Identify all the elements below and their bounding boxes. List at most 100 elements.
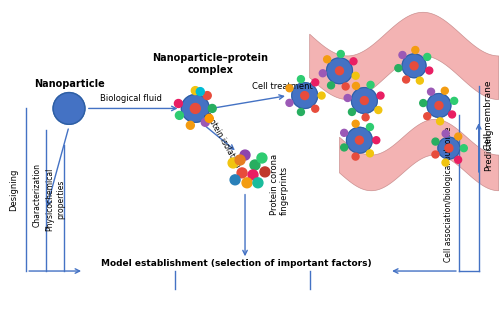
Circle shape (250, 160, 260, 170)
Circle shape (442, 130, 449, 137)
Circle shape (424, 53, 430, 60)
Circle shape (424, 113, 430, 120)
Circle shape (348, 108, 356, 116)
Circle shape (324, 56, 330, 63)
Circle shape (320, 70, 326, 77)
Circle shape (366, 150, 374, 157)
Circle shape (373, 137, 380, 144)
Circle shape (438, 137, 460, 159)
Circle shape (196, 88, 204, 96)
Text: Nanoparticle: Nanoparticle (34, 79, 104, 89)
Circle shape (318, 92, 325, 99)
Circle shape (352, 153, 359, 160)
Circle shape (420, 100, 426, 107)
Circle shape (292, 83, 318, 108)
Circle shape (342, 83, 349, 90)
Circle shape (412, 46, 419, 53)
Circle shape (300, 92, 308, 100)
Circle shape (402, 76, 409, 83)
Text: Characterization: Characterization (32, 163, 42, 227)
Circle shape (436, 118, 444, 125)
Circle shape (352, 83, 360, 89)
Polygon shape (340, 119, 498, 191)
Circle shape (235, 155, 245, 165)
Circle shape (432, 138, 439, 145)
Circle shape (377, 92, 384, 99)
Circle shape (286, 85, 293, 92)
Circle shape (427, 93, 451, 117)
Circle shape (174, 100, 182, 108)
Circle shape (312, 105, 318, 112)
Circle shape (202, 118, 209, 126)
Circle shape (435, 101, 443, 109)
Circle shape (242, 178, 252, 188)
Circle shape (428, 88, 434, 95)
Circle shape (340, 129, 347, 136)
Circle shape (248, 170, 258, 180)
Text: Cell membrane: Cell membrane (484, 81, 493, 150)
Circle shape (445, 144, 453, 152)
Text: Biological fluid: Biological fluid (100, 93, 162, 102)
Circle shape (367, 81, 374, 88)
Circle shape (442, 87, 448, 94)
Circle shape (399, 52, 406, 59)
Text: Designing: Designing (9, 169, 18, 211)
Circle shape (53, 92, 85, 124)
Circle shape (350, 58, 357, 65)
Circle shape (402, 54, 426, 78)
Circle shape (352, 88, 378, 113)
Circle shape (448, 111, 456, 118)
Text: Predicting: Predicting (484, 129, 493, 171)
Circle shape (442, 159, 449, 166)
Circle shape (375, 107, 382, 114)
Circle shape (344, 94, 351, 101)
Circle shape (312, 79, 318, 86)
Circle shape (228, 158, 238, 168)
Circle shape (257, 153, 267, 163)
Text: Cell association/biological outcome: Cell association/biological outcome (444, 127, 454, 262)
Circle shape (416, 77, 424, 84)
Circle shape (366, 124, 374, 131)
Circle shape (352, 72, 359, 79)
Text: Nanoparticle–protein
complex: Nanoparticle–protein complex (152, 53, 268, 75)
Circle shape (362, 114, 369, 121)
Circle shape (395, 65, 402, 72)
Circle shape (426, 67, 433, 74)
Circle shape (360, 97, 368, 105)
Text: Model establishment (selection of important factors): Model establishment (selection of import… (102, 259, 372, 268)
Circle shape (186, 121, 194, 129)
Circle shape (455, 133, 462, 140)
Circle shape (240, 150, 250, 160)
Circle shape (336, 67, 344, 75)
Circle shape (346, 127, 372, 153)
Circle shape (298, 108, 304, 116)
Circle shape (176, 111, 184, 119)
Polygon shape (310, 12, 498, 100)
Circle shape (328, 82, 334, 89)
Circle shape (253, 178, 263, 188)
Circle shape (192, 87, 200, 95)
Circle shape (340, 144, 347, 151)
Circle shape (432, 151, 439, 158)
Circle shape (190, 103, 200, 113)
Circle shape (230, 175, 240, 185)
Circle shape (204, 92, 211, 100)
Circle shape (286, 100, 293, 106)
Circle shape (356, 136, 364, 144)
Circle shape (460, 145, 468, 152)
Circle shape (298, 76, 304, 83)
Circle shape (237, 168, 247, 178)
Text: protein isolation: protein isolation (202, 111, 241, 170)
Circle shape (410, 62, 418, 70)
Text: Cell treatment: Cell treatment (252, 82, 312, 91)
Circle shape (206, 114, 213, 122)
Circle shape (352, 120, 359, 127)
Circle shape (208, 105, 216, 112)
Circle shape (260, 167, 270, 177)
Circle shape (454, 156, 462, 163)
Circle shape (182, 95, 209, 122)
Text: Protein corona
fingerprints: Protein corona fingerprints (270, 154, 289, 215)
Circle shape (326, 58, 352, 84)
Circle shape (338, 51, 344, 58)
Text: Physicochemical
properties: Physicochemical properties (46, 168, 65, 231)
